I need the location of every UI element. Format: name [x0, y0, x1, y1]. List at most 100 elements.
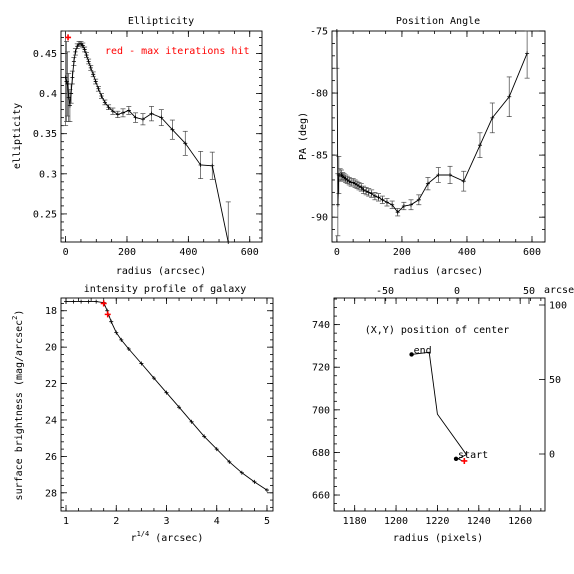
x-tick-label: 1260 [508, 516, 532, 527]
x-tick-label: 200 [393, 247, 411, 258]
position-angle-panel: Position Angle radius (arcsec) PA (deg) … [298, 16, 546, 277]
data-point [64, 79, 69, 84]
center-max-iter-points [461, 457, 468, 464]
data-point [372, 194, 377, 199]
intensity-profile-plot-frame [60, 297, 274, 512]
data-point [63, 75, 68, 80]
x-tick-label: 3 [163, 516, 169, 527]
intensity-profile-series-line [66, 301, 268, 491]
ellipticity-title: Ellipticity [128, 16, 194, 27]
ellipticity-y-label: ellipticity [12, 103, 23, 169]
x-tick-label: 200 [118, 247, 136, 258]
data-point [65, 81, 70, 86]
ellipticity-points [63, 41, 231, 244]
data-point [140, 117, 145, 122]
ellipticity-max-iter-points [65, 34, 72, 41]
data-point [461, 179, 466, 184]
red-max-iteration-point [65, 34, 72, 41]
top-x-tick-label: 50 [523, 286, 535, 297]
data-point [67, 103, 72, 108]
ellipticity-series-line [65, 43, 229, 243]
x-tick-label: 0 [334, 247, 340, 258]
right-y-tick-label: 50 [549, 375, 561, 386]
x-tick-label: 400 [179, 247, 197, 258]
data-point [490, 115, 495, 120]
data-point [335, 202, 340, 207]
data-point [73, 49, 78, 54]
data-point [376, 195, 381, 200]
end-label: end [414, 345, 432, 356]
x-tick-label: 400 [458, 247, 476, 258]
data-point [102, 100, 107, 105]
data-point [86, 59, 91, 64]
position-angle-points [334, 29, 530, 215]
intensity-profile-max-iter-points [100, 300, 111, 318]
data-point [71, 59, 76, 64]
top-x-tick-label: 0 [454, 286, 460, 297]
data-point [149, 111, 154, 116]
data-point [86, 299, 91, 304]
data-point [119, 337, 124, 342]
x-tick-label: 4 [214, 516, 220, 527]
intensity-profile-y-label: surface brightness (mag/arcsec2) [11, 310, 25, 501]
data-point [252, 479, 257, 484]
x-tick-label: 600 [523, 247, 541, 258]
data-point [106, 105, 111, 110]
data-point [198, 162, 203, 167]
ellipticity-x-label: radius (arcsec) [116, 266, 206, 277]
y-tick-label: 660 [312, 491, 330, 502]
data-point [66, 95, 71, 100]
data-point [75, 44, 80, 49]
data-point [93, 79, 98, 84]
data-point [139, 361, 144, 366]
x-tick-label: 2 [113, 516, 119, 527]
data-point [109, 319, 114, 324]
data-point [183, 141, 188, 146]
data-point [239, 470, 244, 475]
y-tick-label: 18 [45, 306, 57, 317]
y-tick-label: 720 [312, 363, 330, 374]
y-tick-label: -75 [310, 27, 328, 38]
data-point [359, 185, 364, 190]
ellipticity-panel: Ellipticity radius (arcsec) ellipticity … [12, 16, 263, 277]
data-point [133, 115, 138, 120]
end-marker [409, 352, 414, 357]
center-track-markers: end start [409, 345, 488, 462]
data-point [409, 202, 414, 207]
start-label: start [458, 450, 488, 461]
data-point [448, 172, 453, 177]
data-point [384, 200, 389, 205]
data-point [425, 181, 430, 186]
data-point [69, 91, 74, 96]
data-point [170, 127, 175, 132]
intensity-profile-panel: intensity profile of galaxy r1/4 (arcsec… [11, 284, 274, 544]
data-point [395, 210, 400, 215]
data-point [79, 299, 84, 304]
y-tick-label: 0.45 [33, 49, 57, 60]
data-point [364, 189, 369, 194]
intensity-profile-title: intensity profile of galaxy [84, 284, 247, 295]
data-point [99, 93, 104, 98]
data-point [94, 299, 99, 304]
data-point [70, 75, 75, 80]
y-tick-label: 26 [45, 452, 57, 463]
y-tick-label: -85 [310, 151, 328, 162]
data-point [210, 163, 215, 168]
data-point [380, 197, 385, 202]
data-point [120, 110, 125, 115]
data-point [226, 240, 231, 244]
data-point [115, 112, 120, 117]
red-max-iteration-point [461, 457, 468, 464]
x-tick-label: 1180 [343, 516, 367, 527]
right-y-tick-label: 100 [549, 301, 567, 312]
data-point [477, 143, 482, 148]
x-tick-label: 1 [63, 516, 69, 527]
data-point [214, 447, 219, 452]
center-position-title: (X,Y) position of center [365, 325, 510, 336]
data-point [114, 330, 119, 335]
center-position-plot-frame [333, 297, 546, 512]
data-point [88, 65, 93, 70]
y-tick-label: 28 [45, 488, 57, 499]
data-point [264, 488, 269, 493]
red-max-iteration-point [100, 300, 107, 307]
